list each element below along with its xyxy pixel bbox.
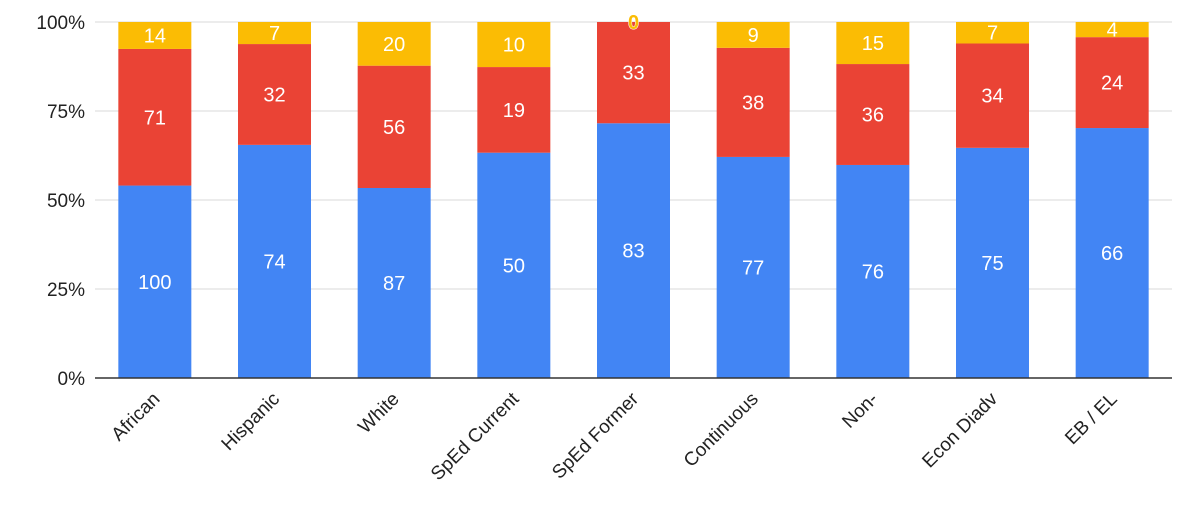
data-label: 15 (862, 33, 884, 55)
data-label: 0 (628, 12, 639, 34)
data-label: 14 (144, 25, 166, 47)
bar-segment (477, 22, 551, 68)
data-label: 7 (269, 23, 280, 45)
bar-segment (716, 47, 790, 157)
data-label: 33 (622, 63, 644, 85)
x-tick-label: White (355, 389, 404, 438)
bar-segment (1075, 37, 1149, 129)
y-tick-label: 100% (36, 13, 85, 34)
bar-segment (716, 22, 790, 48)
bar-segment (238, 44, 311, 145)
bar-segment (956, 22, 1029, 44)
bar-segment (357, 22, 431, 66)
data-label: 20 (383, 34, 405, 56)
y-tick-label: 50% (47, 191, 85, 212)
data-label: 100 (138, 272, 171, 294)
bar-segment (118, 22, 192, 49)
data-label: 24 (1101, 73, 1123, 95)
x-tick-label: Continuous (680, 389, 763, 472)
x-tick-label: SpEd Former (548, 388, 643, 483)
data-label: 7 (987, 23, 998, 45)
data-labels: 1007114743278756205019108333077389763615… (138, 12, 1123, 295)
bar-segment (118, 48, 192, 186)
bar-segment (238, 22, 311, 45)
bar-segment (1075, 22, 1149, 38)
data-label: 4 (1107, 20, 1118, 42)
bar-segment (836, 64, 910, 165)
x-tick-label: SpEd Current (427, 388, 524, 485)
data-label: 87 (383, 273, 405, 295)
data-label: 32 (263, 84, 285, 106)
y-tick-label: 0% (58, 369, 86, 390)
bars (118, 22, 1149, 378)
data-label: 56 (383, 117, 405, 139)
bar-segment (477, 152, 551, 378)
data-label: 71 (144, 107, 166, 129)
bar-segment (238, 144, 311, 378)
data-label: 38 (742, 92, 764, 114)
x-axis-ticks: African Hispanic White SpEd Current SpEd For… (108, 388, 1122, 485)
bar-segment (477, 67, 551, 153)
bar-segment (1075, 128, 1149, 378)
x-tick-label: African (108, 389, 165, 446)
x-tick-label: Hispanic (218, 389, 284, 455)
bar-segment (836, 164, 910, 378)
data-label: 9 (748, 25, 759, 47)
data-label: 74 (263, 251, 285, 273)
data-label: 66 (1101, 243, 1123, 265)
y-tick-label: 25% (47, 280, 85, 301)
data-label: 50 (503, 255, 525, 277)
data-label: 77 (742, 257, 764, 279)
bar-segment (716, 156, 790, 378)
x-tick-label: Econ Diadv (918, 388, 1002, 472)
bar-segment (357, 187, 431, 378)
data-label: 34 (981, 86, 1003, 108)
data-label: 76 (862, 261, 884, 283)
y-axis-ticks: 0% 25% 50% 75% 100% (36, 13, 85, 390)
data-label: 75 (981, 253, 1003, 275)
y-tick-label: 75% (47, 102, 85, 123)
bar-segment (956, 147, 1029, 378)
data-label: 83 (622, 241, 644, 263)
x-tick-label: Non- (838, 389, 882, 433)
bar-segment (597, 123, 670, 378)
bar-segment (956, 43, 1029, 148)
bar-segment (357, 65, 431, 188)
x-tick-label: EB / EL (1061, 389, 1121, 449)
bar-segment (836, 22, 910, 65)
data-label: 19 (503, 100, 525, 122)
data-label: 10 (503, 35, 525, 57)
bar-segment (118, 185, 192, 378)
data-label: 36 (862, 105, 884, 127)
bar-segment (597, 22, 670, 124)
